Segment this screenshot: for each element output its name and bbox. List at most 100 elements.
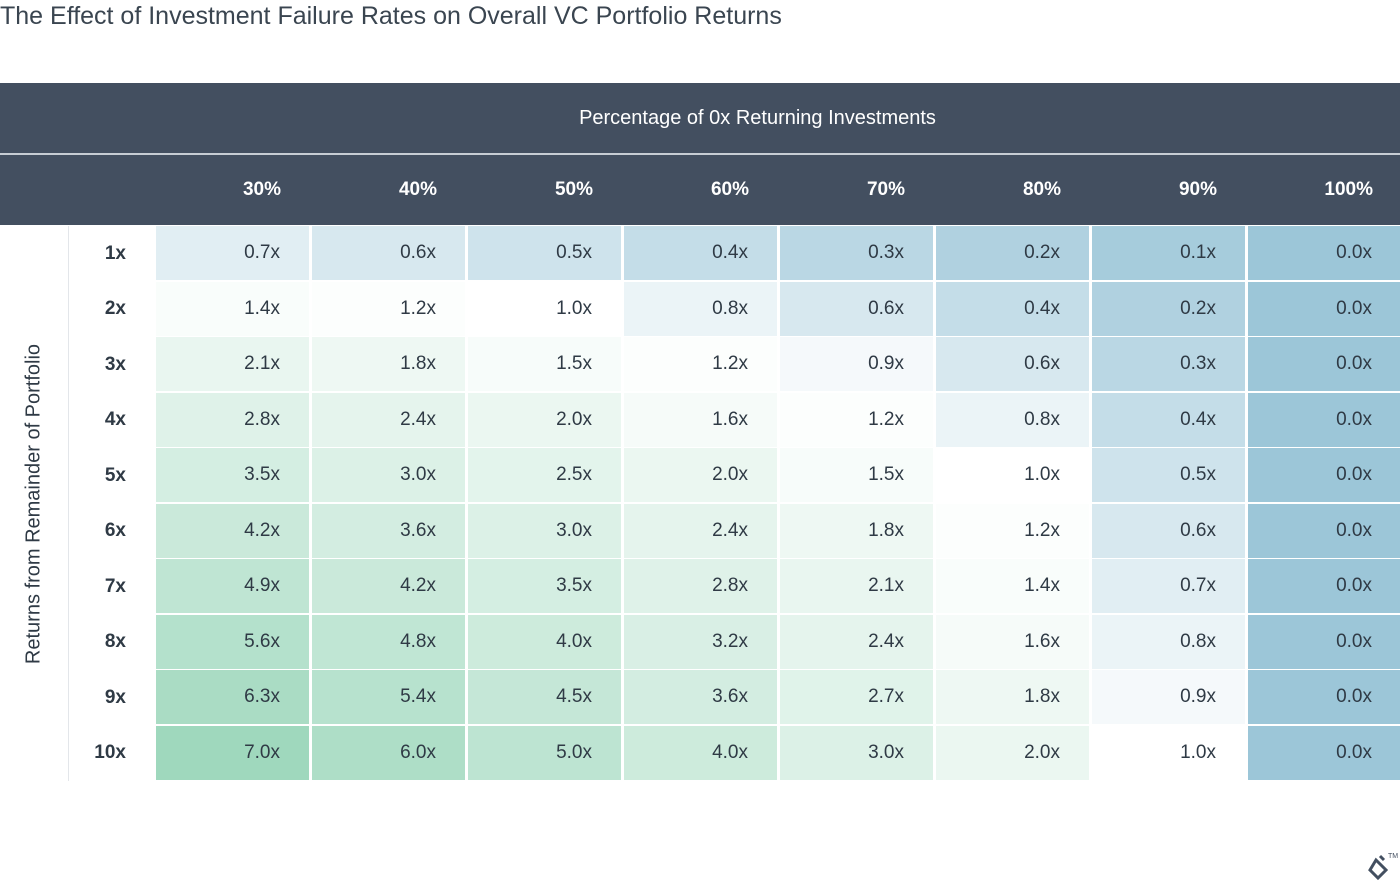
table-cell: 3.2x (624, 614, 779, 670)
table-cell: 1.8x (312, 337, 467, 392)
table-cell: 1.8x (936, 670, 1091, 725)
row-header: 4x (104, 409, 126, 430)
column-header: 60% (710, 179, 749, 200)
table-cell: 0.2x (936, 226, 1091, 281)
svg-text:TM: TM (1388, 853, 1398, 860)
table-cell: 0.0x (1248, 337, 1400, 392)
table-cell: 3.6x (624, 670, 779, 725)
table-cell: 2.8x (624, 559, 779, 614)
table-cell: 3.5x (156, 448, 311, 503)
table-cell: 0.3x (1092, 337, 1247, 392)
toptal-logo-icon: TM (1368, 853, 1398, 881)
chart-title: The Effect of Investment Failure Rates o… (0, 2, 782, 30)
row-group-header: Returns from Remainder of Portfolio (0, 226, 69, 781)
table-cell: 1.2x (936, 503, 1091, 559)
table-cell: 0.0x (1248, 281, 1400, 337)
table-cell: 1.0x (936, 448, 1091, 503)
table-cell: 4.0x (468, 614, 623, 670)
table-cell: 4.2x (156, 503, 311, 559)
table-cell: 3.0x (780, 725, 935, 781)
row-header: 2x (104, 298, 126, 319)
table-cell: 0.8x (1092, 614, 1247, 670)
table-cell: 1.6x (936, 614, 1091, 670)
table-cell: 0.6x (312, 226, 467, 281)
table-cell: 0.8x (624, 281, 779, 337)
table-cell: 2.8x (156, 392, 311, 448)
table-cell: 1.2x (780, 392, 935, 448)
table-cell: 0.7x (1092, 559, 1247, 614)
table-cell: 4.5x (468, 670, 623, 725)
table-cell: 0.3x (780, 226, 935, 281)
row-header: 7x (104, 575, 126, 597)
table-cell: 2.4x (312, 392, 467, 448)
row-header: 1x (104, 242, 126, 264)
table-cell: 3.0x (312, 448, 467, 503)
table-cell: 0.5x (1092, 448, 1247, 503)
table-cell: 0.7x (156, 226, 311, 281)
table-cell: 0.6x (780, 281, 935, 337)
table-cell: 0.6x (1092, 503, 1247, 559)
table-cell: 1.2x (312, 281, 467, 337)
table-cell: 0.0x (1248, 448, 1400, 503)
table-cell: 6.3x (156, 670, 311, 725)
table-cell: 1.0x (1092, 725, 1247, 781)
table-cell: 3.5x (468, 559, 623, 614)
table-cell: 1.8x (780, 503, 935, 559)
table-cell: 5.6x (156, 614, 311, 670)
table-cell: 4.9x (156, 559, 311, 614)
table-cell: 2.4x (624, 503, 779, 559)
column-header: 40% (398, 179, 437, 200)
table-cell: 0.0x (1248, 392, 1400, 448)
row-header: 10x (94, 742, 126, 763)
table-cell: 7.0x (156, 725, 311, 781)
column-header: 70% (866, 179, 905, 200)
table-cell: 0.6x (936, 337, 1091, 392)
table-cell: 3.6x (312, 503, 467, 559)
table-cell: 2.0x (936, 725, 1091, 781)
table-cell: 2.4x (780, 614, 935, 670)
table-cell: 0.0x (1248, 559, 1400, 614)
table-cell: 0.4x (624, 226, 779, 281)
row-header: 5x (104, 464, 126, 486)
column-header-row: 30% 40% 50% 60% 70% 80% 90% 100% (0, 155, 1400, 225)
table-cell: 0.0x (1248, 725, 1400, 781)
table-cell: 5.0x (468, 725, 623, 781)
column-group-header: Percentage of 0x Returning Investments (0, 83, 1400, 153)
table-cell: 1.2x (624, 337, 779, 392)
table-cell: 2.5x (468, 448, 623, 503)
column-header: 30% (242, 179, 281, 200)
row-header: 6x (104, 520, 126, 541)
table-cell: 1.0x (468, 281, 623, 337)
row-header: 3x (104, 353, 126, 375)
table-cell: 0.5x (468, 226, 623, 281)
table-cell: 0.2x (1092, 281, 1247, 337)
table-cell: 2.0x (624, 448, 779, 503)
column-header: 80% (1022, 179, 1061, 200)
table-cell: 5.4x (312, 670, 467, 725)
table-cell: 2.7x (780, 670, 935, 725)
table-cell: 1.6x (624, 392, 779, 448)
table-cell: 2.0x (468, 392, 623, 448)
table-cell: 0.0x (1248, 670, 1400, 725)
table-cell: 0.1x (1092, 226, 1247, 281)
table-cell: 0.9x (780, 337, 935, 392)
column-group-label: Percentage of 0x Returning Investments (579, 106, 936, 129)
table-cell: 1.4x (156, 281, 311, 337)
row-header: 8x (104, 631, 126, 652)
table-cell: 0.4x (936, 281, 1091, 337)
table-cell: 0.4x (1092, 392, 1247, 448)
column-header: 90% (1178, 179, 1217, 200)
table-cell: 0.9x (1092, 670, 1247, 725)
column-header: 50% (554, 179, 593, 200)
table-cell: 3.0x (468, 503, 623, 559)
table-cell: 0.0x (1248, 503, 1400, 559)
table-cell: 1.4x (936, 559, 1091, 614)
row-header: 9x (104, 686, 126, 708)
table-cell: 2.1x (156, 337, 311, 392)
table-cell: 4.0x (624, 725, 779, 781)
row-group-label: Returns from Remainder of Portfolio (22, 343, 45, 664)
table-cell: 1.5x (468, 337, 623, 392)
table-cell: 1.5x (780, 448, 935, 503)
table-cell: 0.0x (1248, 614, 1400, 670)
table-cell: 0.8x (936, 392, 1091, 448)
